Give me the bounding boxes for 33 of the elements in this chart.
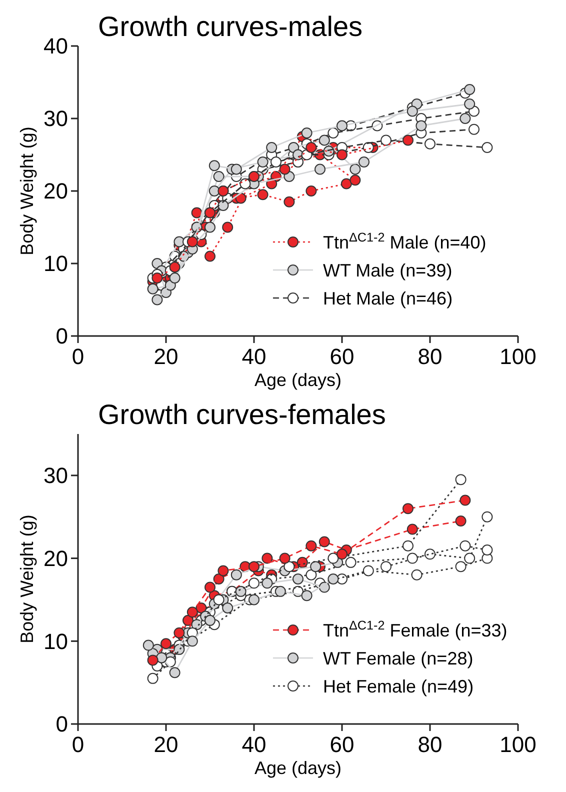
- legend-label: Ttn$^{ΔC1-2}$ Female (n=33): [323, 618, 508, 640]
- y-tick-label: 20: [44, 546, 68, 571]
- y-tick-label: 10: [44, 628, 68, 654]
- y-tick-label: 30: [44, 463, 68, 488]
- y-axis-title: Body Weight (g): [17, 126, 37, 256]
- x-tick-label: 40: [242, 732, 266, 757]
- legend-label: WT Female (n=28): [323, 648, 474, 668]
- legend-label: Het Male (n=46): [323, 288, 453, 308]
- legend-label: WT Male (n=39): [323, 260, 452, 280]
- x-tick-label: 0: [72, 344, 84, 369]
- x-tick-label: 100: [500, 344, 536, 369]
- x-axis-title: Age (days): [254, 370, 342, 390]
- x-tick-label: 80: [418, 344, 442, 369]
- x-tick-label: 20: [154, 344, 178, 369]
- legend-label: Ttn$^{ΔC1-2}$ Male (n=40): [323, 230, 486, 252]
- y-axis-title: Body Weight (g): [17, 514, 37, 644]
- y-tick-label: 0: [56, 324, 68, 349]
- x-axis-title: Age (days): [254, 758, 342, 778]
- chart-title: Growth curves-females: [98, 399, 386, 430]
- legend-label: Het Female (n=49): [323, 676, 474, 696]
- chart-title: Growth curves-males: [98, 11, 363, 42]
- x-tick-label: 100: [500, 732, 536, 757]
- y-tick-label: 10: [44, 251, 68, 276]
- x-tick-label: 0: [72, 732, 84, 757]
- x-tick-label: 60: [330, 732, 354, 757]
- x-tick-label: 20: [154, 732, 178, 757]
- y-tick-label: 30: [44, 106, 68, 132]
- y-tick-label: 20: [44, 178, 68, 204]
- x-tick-label: 40: [242, 344, 266, 369]
- x-tick-label: 60: [330, 344, 354, 369]
- y-tick-label: 40: [44, 34, 68, 59]
- x-tick-label: 80: [418, 732, 442, 757]
- y-tick-label: 0: [56, 712, 68, 737]
